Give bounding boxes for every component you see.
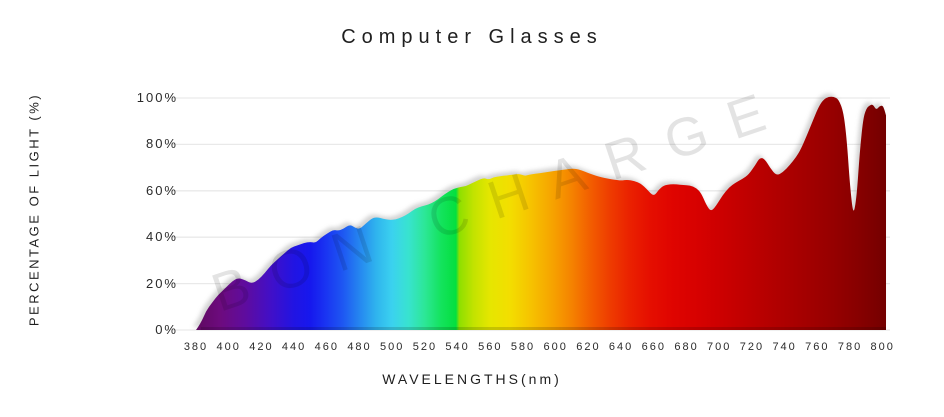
x-tick-label: 700 <box>707 341 732 353</box>
x-tick-label: 800 <box>870 341 895 353</box>
x-tick-label: 660 <box>641 341 666 353</box>
y-tick-label: 40% <box>145 229 178 245</box>
x-tick-label: 560 <box>478 341 503 353</box>
x-tick-label: 760 <box>805 341 830 353</box>
x-tick-label: 600 <box>543 341 568 353</box>
x-tick-label: 500 <box>380 341 405 353</box>
x-tick-label: 400 <box>216 341 241 353</box>
x-tick-label: 780 <box>837 341 863 353</box>
x-axis-title: WAVELENGTHS(nm) <box>382 371 562 387</box>
y-tick-label: 0% <box>155 322 178 337</box>
x-tick-label: 740 <box>772 341 797 353</box>
chart-title: Computer Glasses <box>341 26 603 48</box>
x-tick-label: 680 <box>674 341 699 353</box>
x-tick-label: 520 <box>412 341 438 353</box>
y-tick-label: 20% <box>145 275 178 291</box>
x-tick-label: 620 <box>576 341 601 353</box>
x-tick-label: 420 <box>249 341 274 353</box>
x-tick-label: 460 <box>314 341 339 353</box>
x-tick-label: 640 <box>608 341 634 353</box>
x-tick-label: 380 <box>183 341 209 353</box>
x-tick-label: 720 <box>739 341 765 353</box>
y-tick-label: 80% <box>145 136 178 152</box>
transmission-area <box>196 96 886 330</box>
y-tick-label: 100% <box>136 90 178 105</box>
y-tick-label: 60% <box>145 182 178 198</box>
x-tick-label: 540 <box>445 341 470 353</box>
x-tick-label: 480 <box>347 341 372 353</box>
x-tick-label: 580 <box>510 341 536 353</box>
x-tick-label: 440 <box>281 341 307 353</box>
